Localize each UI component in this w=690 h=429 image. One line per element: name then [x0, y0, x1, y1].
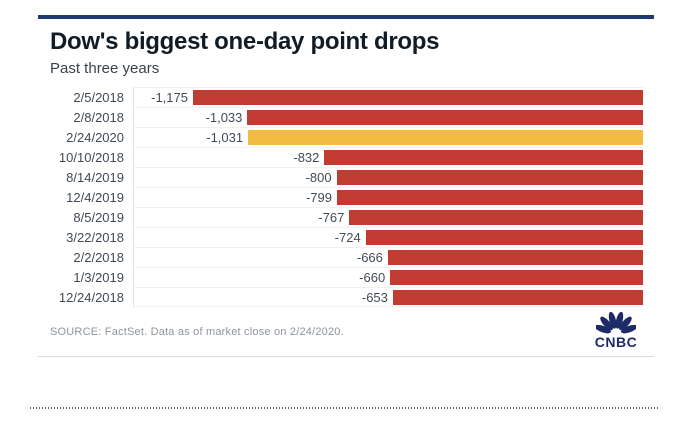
bar-value-label: -653: [361, 289, 388, 305]
bar-chart: 2/5/2018 -1,175 2/8/2018 -1,033 2/24/202…: [38, 87, 654, 307]
row-date-label: 2/8/2018: [73, 109, 124, 125]
row-plot-area: -666: [133, 247, 643, 267]
row-date-label: 2/2/2018: [73, 249, 124, 265]
top-accent-bar: [38, 15, 654, 19]
chart-row: 2/5/2018 -1,175: [38, 87, 654, 107]
bar: [193, 90, 643, 105]
bar: [247, 110, 643, 125]
chart-row: 12/24/2018 -653: [38, 287, 654, 307]
chart-title: Dow's biggest one-day point drops: [50, 28, 440, 55]
row-date-label: 12/24/2018: [58, 289, 124, 305]
chart-row: 8/5/2019 -767: [38, 207, 654, 227]
bar-value-label: -1,031: [206, 130, 244, 145]
bar-value-label: -800: [305, 170, 332, 185]
chart-row: 2/24/2020 -1,031: [38, 127, 654, 147]
row-date-label: 8/14/2019: [66, 169, 124, 185]
row-date-label: 2/5/2018: [73, 89, 124, 105]
row-plot-area: -1,033: [133, 107, 643, 127]
bar: [392, 289, 643, 305]
bar: [387, 250, 643, 265]
chart-row: 12/4/2019 -799: [38, 187, 654, 207]
dotted-divider: [30, 407, 659, 409]
bar-value-label: -724: [334, 230, 361, 245]
chart-footer: SOURCE: FactSet. Data as of market close…: [38, 307, 654, 356]
bar: [248, 130, 643, 145]
row-date-label: 8/5/2019: [73, 209, 124, 225]
row-plot-area: -799: [133, 187, 643, 207]
chart-row: 1/3/2019 -660: [38, 267, 654, 287]
row-date-label: 12/4/2019: [66, 189, 124, 205]
chart-card: Dow's biggest one-day point drops Past t…: [38, 15, 654, 357]
bar: [337, 190, 643, 205]
bar: [324, 150, 643, 165]
row-date-label: 1/3/2019: [73, 269, 124, 285]
row-date-label: 2/24/2020: [66, 129, 124, 145]
chart-row: 2/8/2018 -1,033: [38, 107, 654, 127]
bar-value-label: -1,033: [205, 110, 243, 125]
cnbc-peacock-icon: [590, 311, 642, 335]
chart-row: 8/14/2019 -800: [38, 167, 654, 187]
bar: [390, 270, 643, 285]
cnbc-logo: CNBC: [590, 311, 642, 349]
bar: [365, 230, 643, 245]
bar-value-label: -799: [305, 190, 332, 205]
chart-row: 3/22/2018 -724: [38, 227, 654, 247]
chart-rows: 2/5/2018 -1,175 2/8/2018 -1,033 2/24/202…: [38, 87, 654, 307]
row-plot-area: -767: [133, 207, 643, 227]
row-plot-area: -724: [133, 227, 643, 247]
source-note: SOURCE: FactSet. Data as of market close…: [50, 325, 344, 338]
cnbc-wordmark: CNBC: [594, 333, 638, 350]
row-plot-area: -800: [133, 167, 643, 187]
bar-value-label: -832: [293, 150, 320, 165]
row-date-label: 10/10/2018: [58, 149, 124, 165]
bar-value-label: -1,175: [151, 90, 188, 105]
row-plot-area: -1,031: [133, 127, 643, 147]
row-plot-area: -653: [133, 287, 643, 307]
row-plot-area: -832: [133, 147, 643, 167]
bar-value-label: -767: [318, 210, 345, 225]
bar-value-label: -660: [359, 270, 386, 285]
bar: [349, 210, 643, 225]
row-plot-area: -660: [133, 267, 643, 287]
chart-subtitle: Past three years: [50, 60, 160, 77]
bar: [336, 170, 643, 185]
chart-row: 10/10/2018 -832: [38, 147, 654, 167]
row-plot-area: -1,175: [133, 87, 643, 107]
row-date-label: 3/22/2018: [66, 229, 124, 245]
chart-row: 2/2/2018 -666: [38, 247, 654, 267]
bar-value-label: -666: [356, 250, 383, 265]
